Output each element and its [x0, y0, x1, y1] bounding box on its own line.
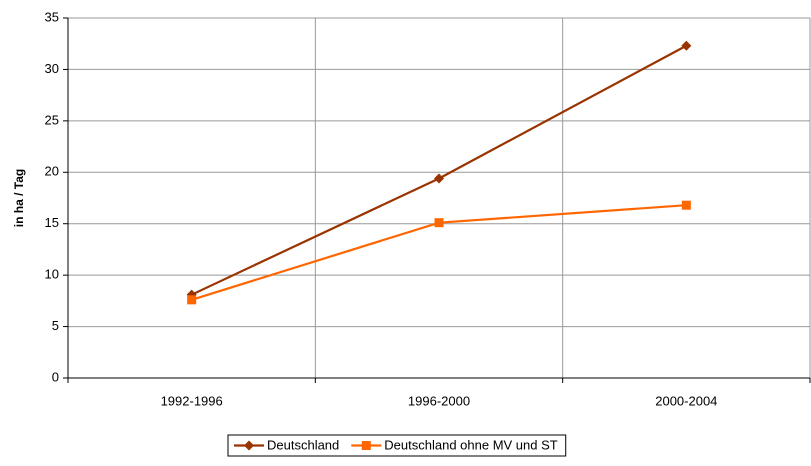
y-tick-label: 35 — [45, 9, 59, 24]
legend-label: Deutschland ohne MV und ST — [384, 437, 557, 452]
point — [434, 173, 444, 184]
series-line — [191, 44, 687, 296]
legend-box — [227, 434, 567, 457]
x-tick-label: 1996-2000 — [408, 393, 470, 408]
y-tick-label: 0 — [52, 369, 59, 384]
y-tick-label: 25 — [45, 112, 59, 127]
legend-label: Deutschland — [267, 437, 339, 452]
x-tick-label: 1992-1996 — [161, 393, 223, 408]
y-tick-label: 30 — [45, 61, 59, 76]
legend-marker — [361, 441, 371, 450]
y-tick-label: 20 — [45, 164, 59, 179]
point — [187, 295, 197, 305]
point — [434, 218, 444, 228]
x-tick-label: 2000-2004 — [655, 393, 717, 408]
y-tick-label: 5 — [52, 318, 59, 333]
y-tick-label: 10 — [45, 267, 59, 282]
point — [681, 40, 692, 51]
y-axis-label: in ha / Tag — [12, 169, 26, 227]
point — [681, 200, 691, 210]
legend-marker — [244, 440, 254, 451]
y-tick-label: 15 — [45, 215, 59, 230]
